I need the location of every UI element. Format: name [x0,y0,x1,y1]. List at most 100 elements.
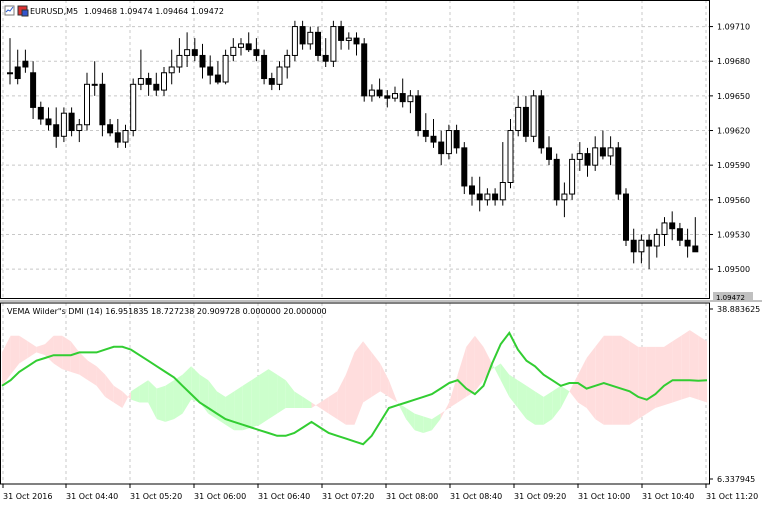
candle [22,49,29,73]
cloud-segment-green [431,413,441,431]
candle [630,228,637,264]
cloud-segment-red [44,335,54,364]
cloud-segment-red [646,346,656,414]
current-price: 1.09472 [716,294,745,302]
indicator-cloud [2,330,707,434]
candle-body-bull [507,130,514,183]
candle-body-bull [592,147,599,166]
candle-body-bull [661,222,668,235]
frames [0,0,762,485]
candle [353,32,360,56]
candle [546,136,552,166]
price-tick-label: 1.09710 [717,23,750,32]
candle [484,188,491,206]
cloud-segment-red [603,335,613,425]
cloud-segment-red [380,363,389,397]
candle [530,90,537,143]
cloud-segment-red [595,335,604,425]
cloud-segment-green [552,385,561,420]
indicator-axis: 38.883625 6.337945 [709,305,760,484]
candle-body-bear [315,31,321,56]
candle [592,136,599,171]
candle-body-bull [345,37,352,41]
cloud-segment-red [449,374,458,409]
candle [692,217,699,253]
candle-body-bull [161,72,167,91]
ohlc-label: 1.09468 1.09474 1.09464 1.09472 [84,7,224,16]
candle-body-bear [322,54,329,62]
candle [268,72,275,91]
candle [276,61,283,91]
candle [368,84,375,102]
cloud-segment-green [268,369,278,420]
cloud-segment-green [414,413,424,434]
candle-body-bear [430,135,437,143]
cloud-segment-green [285,380,295,409]
symbol-header: EURUSD,M5 1.09468 1.09474 1.09464 1.0947… [4,5,224,17]
candle-body-bull [238,43,244,48]
cloud-segment-green [225,391,235,431]
candle-body-bear [376,89,383,97]
time-tick-label: 31 Oct 05:20 [130,492,182,501]
candle-body-bear [37,106,44,120]
candle-body-bull [445,130,452,155]
candles [7,20,699,270]
candle [207,55,214,85]
price-tick-label: 1.09530 [717,230,750,239]
candle-body-bear [584,153,591,166]
candle-body-bull [276,66,283,85]
cloud-segment-red [70,341,80,375]
cloud-segment-red [586,346,596,420]
cloud-segment-red [10,335,20,375]
candle-body-bull [91,83,98,86]
candle [553,153,560,206]
candle [476,176,483,212]
candle [253,38,260,62]
cloud-segment-red [689,330,699,400]
candle [91,61,98,96]
candle [37,101,44,125]
candle [14,49,21,85]
candle-body-bear [114,132,121,143]
candle-body-bull [184,49,191,56]
vema-line [1,331,708,446]
candle-body-bear [646,239,653,247]
cloud-segment-red [388,380,398,403]
candle-body-bear [199,54,206,68]
candle [684,228,691,258]
candle [245,32,252,52]
candle-body-bear [30,72,37,108]
candle [330,20,337,67]
candle-body-bear [538,95,545,149]
candle-body-bear [522,106,529,137]
candle-body-bear [469,185,475,195]
cloud-segment-green [423,416,432,434]
candle [576,142,583,171]
candle-body-bull [60,112,67,137]
time-tick-label: 31 Oct 2016 [3,492,52,501]
candle [261,49,268,85]
candle [184,32,191,67]
candle-body-bear [261,54,268,80]
candle-body-bear [253,49,260,56]
candle [230,38,237,62]
candle-body-bull [576,153,583,160]
candle [114,118,121,148]
candle-body-bear [546,147,552,160]
cloud-segment-red [311,402,321,409]
candle [338,20,345,50]
candle [623,188,629,247]
candle-body-bull [561,193,568,201]
candle [214,61,221,85]
candle-body-bear [14,66,21,80]
cloud-segment-green [148,380,157,420]
cloud-segment-green [294,391,303,409]
cloud-segment-red [466,335,475,397]
candle [561,182,568,218]
candle-body-bull [291,26,298,56]
candle-body-bear [492,193,499,201]
candle [461,142,468,195]
price-tick-label: 1.09560 [717,196,750,205]
time-tick-label: 31 Oct 06:40 [258,492,310,501]
cloud-segment-red [2,335,11,386]
